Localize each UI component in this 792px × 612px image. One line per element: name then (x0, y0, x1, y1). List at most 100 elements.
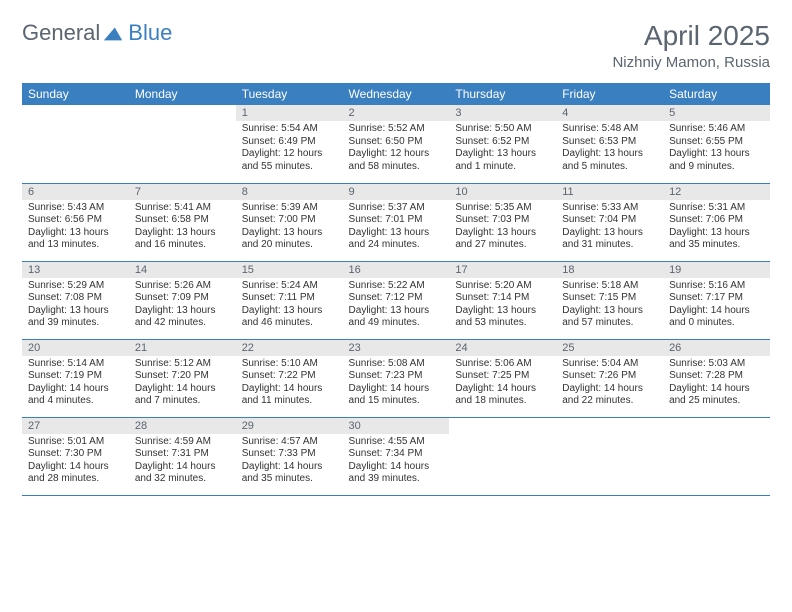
day-detail-line: Daylight: 14 hours (135, 461, 230, 474)
calendar-cell: 19Sunrise: 5:16 AMSunset: 7:17 PMDayligh… (663, 261, 770, 339)
day-detail-line: Daylight: 13 hours (455, 227, 550, 240)
day-detail-line: Sunrise: 5:22 AM (349, 280, 444, 293)
day-detail-line: and 32 minutes. (135, 473, 230, 486)
day-detail-line: Sunset: 6:55 PM (669, 136, 764, 149)
day-details: Sunrise: 5:33 AMSunset: 7:04 PMDaylight:… (556, 200, 663, 256)
day-details: Sunrise: 5:12 AMSunset: 7:20 PMDaylight:… (129, 356, 236, 412)
day-detail-line: Sunrise: 5:46 AM (669, 123, 764, 136)
calendar-row: 20Sunrise: 5:14 AMSunset: 7:19 PMDayligh… (22, 339, 770, 417)
calendar-cell (663, 417, 770, 495)
day-number: 29 (236, 418, 343, 434)
day-detail-line: Daylight: 13 hours (28, 305, 123, 318)
day-detail-line: and 5 minutes. (562, 161, 657, 174)
day-number: 3 (449, 105, 556, 121)
calendar-row: 27Sunrise: 5:01 AMSunset: 7:30 PMDayligh… (22, 417, 770, 495)
day-number: 22 (236, 340, 343, 356)
day-detail-line: Sunrise: 4:57 AM (242, 436, 337, 449)
calendar-table: Sunday Monday Tuesday Wednesday Thursday… (22, 83, 770, 496)
day-number: 19 (663, 262, 770, 278)
day-detail-line: Daylight: 13 hours (28, 227, 123, 240)
day-detail-line: and 35 minutes. (242, 473, 337, 486)
day-detail-line: Sunset: 7:28 PM (669, 370, 764, 383)
day-detail-line: Sunset: 7:15 PM (562, 292, 657, 305)
day-detail-line: Sunset: 7:26 PM (562, 370, 657, 383)
day-detail-line: Sunset: 6:53 PM (562, 136, 657, 149)
day-details: Sunrise: 5:26 AMSunset: 7:09 PMDaylight:… (129, 278, 236, 334)
day-detail-line: Sunrise: 5:03 AM (669, 358, 764, 371)
day-detail-line: Daylight: 14 hours (455, 383, 550, 396)
day-detail-line: Sunrise: 5:08 AM (349, 358, 444, 371)
day-detail-line: Sunset: 7:33 PM (242, 448, 337, 461)
day-detail-line: Daylight: 14 hours (28, 461, 123, 474)
page-header: General Blue April 2025 Nizhniy Mamon, R… (22, 20, 770, 71)
calendar-cell: 9Sunrise: 5:37 AMSunset: 7:01 PMDaylight… (343, 183, 450, 261)
day-detail-line: Sunset: 7:08 PM (28, 292, 123, 305)
day-detail-line: and 53 minutes. (455, 317, 550, 330)
day-detail-line: Sunrise: 5:29 AM (28, 280, 123, 293)
day-detail-line: and 16 minutes. (135, 239, 230, 252)
day-detail-line: Sunrise: 5:50 AM (455, 123, 550, 136)
day-detail-line: Sunset: 7:14 PM (455, 292, 550, 305)
calendar-cell: 14Sunrise: 5:26 AMSunset: 7:09 PMDayligh… (129, 261, 236, 339)
day-number: 24 (449, 340, 556, 356)
month-title: April 2025 (612, 20, 770, 52)
day-detail-line: Daylight: 14 hours (669, 305, 764, 318)
day-detail-line: and 57 minutes. (562, 317, 657, 330)
calendar-cell: 15Sunrise: 5:24 AMSunset: 7:11 PMDayligh… (236, 261, 343, 339)
day-detail-line: and 39 minutes. (28, 317, 123, 330)
day-detail-line: and 15 minutes. (349, 395, 444, 408)
day-detail-line: Sunset: 7:25 PM (455, 370, 550, 383)
day-details: Sunrise: 5:54 AMSunset: 6:49 PMDaylight:… (236, 121, 343, 177)
calendar-cell (556, 417, 663, 495)
day-detail-line: Sunrise: 5:54 AM (242, 123, 337, 136)
logo-triangle-icon (102, 22, 124, 44)
day-number: 16 (343, 262, 450, 278)
calendar-row: 1Sunrise: 5:54 AMSunset: 6:49 PMDaylight… (22, 105, 770, 183)
calendar-row: 13Sunrise: 5:29 AMSunset: 7:08 PMDayligh… (22, 261, 770, 339)
day-details: Sunrise: 5:48 AMSunset: 6:53 PMDaylight:… (556, 121, 663, 177)
weekday-header: Thursday (449, 83, 556, 105)
day-detail-line: Sunset: 7:06 PM (669, 214, 764, 227)
day-detail-line: Sunrise: 5:52 AM (349, 123, 444, 136)
calendar-cell: 7Sunrise: 5:41 AMSunset: 6:58 PMDaylight… (129, 183, 236, 261)
day-detail-line: and 4 minutes. (28, 395, 123, 408)
logo: General Blue (22, 20, 172, 46)
day-detail-line: Sunrise: 5:31 AM (669, 202, 764, 215)
day-detail-line: Sunset: 7:17 PM (669, 292, 764, 305)
calendar-cell: 13Sunrise: 5:29 AMSunset: 7:08 PMDayligh… (22, 261, 129, 339)
day-detail-line: Daylight: 14 hours (349, 461, 444, 474)
day-details: Sunrise: 5:39 AMSunset: 7:00 PMDaylight:… (236, 200, 343, 256)
day-detail-line: and 35 minutes. (669, 239, 764, 252)
day-number: 7 (129, 184, 236, 200)
day-details: Sunrise: 5:37 AMSunset: 7:01 PMDaylight:… (343, 200, 450, 256)
day-number: 1 (236, 105, 343, 121)
logo-text-blue: Blue (128, 20, 172, 46)
calendar-cell: 1Sunrise: 5:54 AMSunset: 6:49 PMDaylight… (236, 105, 343, 183)
day-details: Sunrise: 5:08 AMSunset: 7:23 PMDaylight:… (343, 356, 450, 412)
day-detail-line: Sunset: 7:00 PM (242, 214, 337, 227)
weekday-header: Wednesday (343, 83, 450, 105)
day-details: Sunrise: 4:55 AMSunset: 7:34 PMDaylight:… (343, 434, 450, 490)
day-detail-line: Sunrise: 5:04 AM (562, 358, 657, 371)
calendar-cell (22, 105, 129, 183)
day-detail-line: Daylight: 14 hours (242, 461, 337, 474)
day-detail-line: and 7 minutes. (135, 395, 230, 408)
day-number: 9 (343, 184, 450, 200)
day-number: 14 (129, 262, 236, 278)
day-number: 15 (236, 262, 343, 278)
day-detail-line: and 28 minutes. (28, 473, 123, 486)
day-number: 26 (663, 340, 770, 356)
day-detail-line: Daylight: 13 hours (669, 227, 764, 240)
day-detail-line: Sunset: 7:12 PM (349, 292, 444, 305)
day-detail-line: Daylight: 13 hours (242, 227, 337, 240)
day-detail-line: Daylight: 14 hours (562, 383, 657, 396)
calendar-cell: 17Sunrise: 5:20 AMSunset: 7:14 PMDayligh… (449, 261, 556, 339)
location-text: Nizhniy Mamon, Russia (612, 54, 770, 71)
day-details: Sunrise: 4:59 AMSunset: 7:31 PMDaylight:… (129, 434, 236, 490)
day-details: Sunrise: 5:14 AMSunset: 7:19 PMDaylight:… (22, 356, 129, 412)
day-detail-line: and 24 minutes. (349, 239, 444, 252)
day-detail-line: Daylight: 13 hours (562, 227, 657, 240)
weekday-header: Monday (129, 83, 236, 105)
day-detail-line: Sunrise: 5:01 AM (28, 436, 123, 449)
day-detail-line: and 0 minutes. (669, 317, 764, 330)
